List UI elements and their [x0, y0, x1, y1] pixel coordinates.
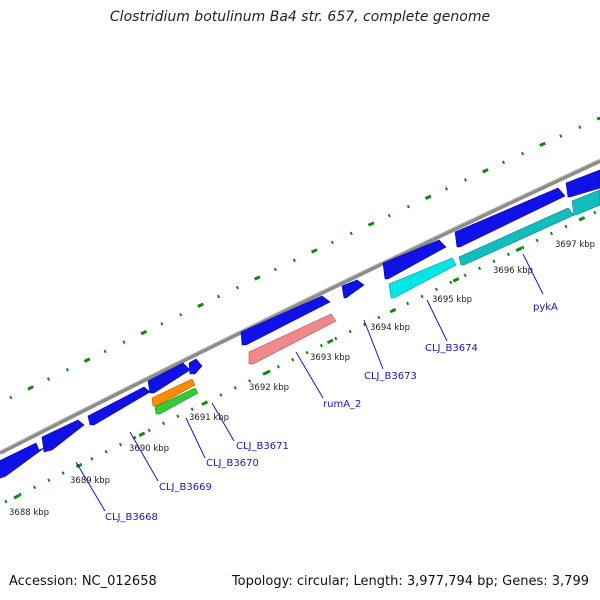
gene-forward[interactable] [188, 358, 203, 375]
map-title: Clostridium botulinum Ba4 str. 657, comp… [109, 9, 491, 25]
topology-text: Topology: circular; Length: 3,977,794 bp… [231, 574, 589, 589]
gene-label-pyka[interactable]: pykA [533, 302, 558, 313]
outer-tick-ring [9, 116, 600, 400]
kbp-label: 3692 kbp [249, 383, 289, 393]
kbp-label: 3691 kbp [189, 413, 229, 423]
gene-reverse-teal[interactable] [458, 207, 575, 266]
gene-reverse-cyan[interactable] [388, 257, 457, 299]
kbp-labels: 3688 kbp 3689 kbp 3690 kbp 3691 kbp 3692… [9, 240, 595, 518]
gene-labels: CLJ_B3668 CLJ_B3669 CLJ_B3670 CLJ_B3671 … [105, 302, 558, 523]
gene-label-clj-b3669[interactable]: CLJ_B3669 [159, 482, 212, 493]
accession-text: Accession: NC_012658 [9, 574, 157, 589]
outer-major-ticks [9, 116, 600, 400]
gene-forward[interactable] [341, 279, 365, 299]
gene-label-clj-b3673[interactable]: CLJ_B3673 [364, 371, 417, 382]
kbp-label: 3694 kbp [370, 323, 410, 333]
inner-tick-ring [4, 208, 600, 504]
gene-reverse-teal[interactable] [571, 189, 600, 216]
genome-backbone-highlight [0, 158, 600, 452]
gene-label-ruma-2[interactable]: rumA_2 [323, 399, 361, 410]
gene-reverse-orange[interactable] [151, 378, 196, 407]
gene-forward[interactable] [41, 419, 85, 453]
label-leaders [75, 253, 544, 512]
gene-label-clj-b3668[interactable]: CLJ_B3668 [105, 512, 158, 523]
kbp-label: 3690 kbp [129, 444, 169, 454]
gene-forward[interactable] [382, 239, 447, 280]
gene-forward[interactable] [565, 169, 600, 198]
gene-forward[interactable] [147, 362, 191, 394]
gene-forward[interactable] [240, 295, 331, 346]
kbp-label: 3696 kbp [493, 266, 533, 276]
forward-genes [0, 169, 600, 479]
kbp-label: 3695 kbp [432, 295, 472, 305]
kbp-label: 3689 kbp [70, 476, 110, 486]
gene-label-clj-b3674[interactable]: CLJ_B3674 [425, 343, 478, 354]
kbp-label: 3688 kbp [9, 508, 49, 518]
gene-forward[interactable] [454, 187, 566, 248]
kbp-label: 3697 kbp [555, 240, 595, 250]
kbp-label: 3693 kbp [310, 353, 350, 363]
gene-reverse-pink[interactable] [248, 313, 337, 365]
genome-backbone [0, 159, 600, 455]
gene-label-clj-b3670[interactable]: CLJ_B3670 [206, 458, 259, 469]
gene-reverse-green[interactable] [154, 387, 199, 415]
gene-forward[interactable] [87, 386, 151, 426]
gene-label-clj-b3671[interactable]: CLJ_B3671 [236, 441, 289, 452]
